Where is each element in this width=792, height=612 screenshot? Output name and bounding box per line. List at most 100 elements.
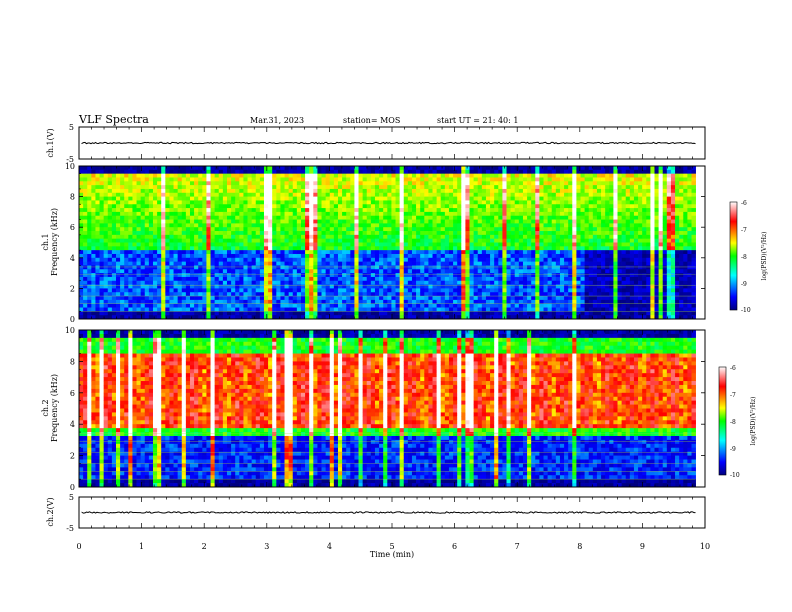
spectrogram-cell	[444, 208, 450, 213]
spectrogram-cell	[255, 219, 261, 224]
spectrogram-cell	[477, 257, 483, 262]
spectrogram-cell	[111, 311, 117, 316]
spectrogram-cell	[116, 238, 121, 243]
spectrogram-cell	[584, 204, 590, 209]
spectrogram-cell	[416, 227, 421, 232]
spectrogram-cell	[432, 192, 437, 197]
spectrogram-cell	[79, 257, 84, 262]
spectrogram-cell	[210, 219, 215, 224]
spectrogram-cell	[325, 299, 331, 305]
spectrogram-cell	[440, 219, 446, 224]
spectrogram-cell	[379, 288, 384, 293]
spectrogram-cell	[379, 204, 384, 209]
spectrogram-cell	[251, 311, 257, 316]
spectrogram-cell	[210, 292, 215, 297]
spectrogram-cell	[379, 227, 384, 232]
spectrogram-cell	[543, 261, 548, 266]
spectrogram-cell	[432, 250, 437, 255]
spectrogram-cell	[181, 185, 187, 190]
spectrogram-cell	[432, 242, 437, 247]
spectrogram-cell	[543, 188, 548, 194]
spectrogram-cell	[272, 211, 277, 217]
spectrogram-cell	[268, 204, 273, 209]
spectrogram-cell	[448, 219, 454, 224]
spectrogram-cell	[79, 303, 84, 308]
spectrogram-cell	[79, 211, 84, 217]
spectrogram-cell	[296, 227, 302, 232]
spectrogram-cell	[580, 204, 585, 209]
spectrogram-cell	[148, 315, 154, 320]
spectrogram-cell	[214, 200, 220, 205]
spectrogram-cell	[510, 196, 516, 201]
spectrogram-cell	[317, 288, 322, 293]
spectrogram-cell	[83, 299, 88, 305]
spectrogram-cell	[387, 253, 392, 259]
spectrogram-cell	[444, 250, 450, 255]
spectrogram-cell	[325, 188, 331, 194]
spectrogram-cell	[107, 211, 113, 217]
spectrogram-cell	[407, 261, 413, 266]
spectrogram-cell	[300, 303, 306, 308]
spectrogram-cell	[181, 166, 187, 171]
spectrogram-cell	[518, 238, 524, 243]
spectrogram-cell	[448, 211, 454, 217]
spectrogram-cell	[576, 196, 581, 201]
spectrogram-cell	[374, 284, 380, 289]
spectrogram-cell	[576, 219, 581, 224]
spectrogram-cell	[263, 234, 269, 240]
spectrogram-cell	[165, 261, 170, 266]
spectrogram-cell	[116, 276, 121, 282]
spectrogram-cell	[259, 173, 265, 178]
spectrogram-cell	[469, 215, 474, 220]
spectrogram-cell	[539, 188, 544, 194]
spectrogram-cell	[531, 204, 536, 209]
spectrogram-cell	[350, 303, 355, 308]
spectrogram-cell	[407, 208, 413, 213]
spectrogram-cell	[218, 299, 224, 305]
spectrogram-cell	[539, 280, 544, 285]
spectrogram-cell	[239, 269, 244, 274]
spectrogram-cell	[317, 208, 322, 213]
spectrogram-cell	[276, 181, 281, 186]
spectrogram-cell	[494, 284, 499, 289]
spectrogram-cell	[337, 196, 343, 201]
spectrogram-cell	[128, 307, 133, 312]
spectrogram-cell	[181, 276, 187, 282]
spectrogram-cell	[189, 280, 195, 285]
spectrogram-cell	[395, 276, 400, 282]
spectrogram-cell	[325, 200, 331, 205]
spectrogram-cell	[239, 192, 244, 197]
spectrogram-cell	[469, 169, 474, 174]
spectrogram-cell	[383, 280, 388, 285]
spectrogram-cell	[189, 246, 195, 251]
spectrogram-cell	[268, 253, 273, 259]
spectrogram-cell	[124, 257, 129, 262]
spectrogram-cell	[559, 288, 565, 293]
spectrogram-cell	[317, 246, 322, 251]
spectrogram-cell	[448, 288, 454, 293]
spectrogram-cell	[222, 204, 228, 209]
spectrogram-cell	[448, 250, 454, 255]
spectrogram-cell	[124, 261, 129, 266]
spectrogram-cell	[588, 173, 594, 178]
spectrogram-cell	[428, 315, 433, 320]
spectrogram-cell	[379, 242, 384, 247]
spectrogram-cell	[527, 261, 532, 266]
spectrogram-cell	[296, 292, 302, 297]
spectrogram-cell	[317, 265, 322, 270]
spectrogram-cell	[337, 261, 343, 266]
spectrogram-cell	[288, 299, 294, 305]
spectrogram-cell	[148, 307, 154, 312]
spectrogram-cell	[91, 196, 96, 201]
spectrogram-cell	[120, 219, 125, 224]
spectrogram-cell	[87, 188, 92, 194]
spectrogram-cell	[411, 273, 417, 278]
spectrogram-cell	[502, 292, 507, 297]
spectrogram-cell	[580, 315, 585, 320]
spectrogram-cell	[214, 188, 220, 194]
spectrogram-cell	[453, 246, 458, 251]
spectrogram-cell	[461, 231, 466, 236]
spectrogram-cell	[276, 208, 281, 213]
spectrogram-cell	[333, 185, 339, 190]
spectrogram-cell	[79, 204, 84, 209]
